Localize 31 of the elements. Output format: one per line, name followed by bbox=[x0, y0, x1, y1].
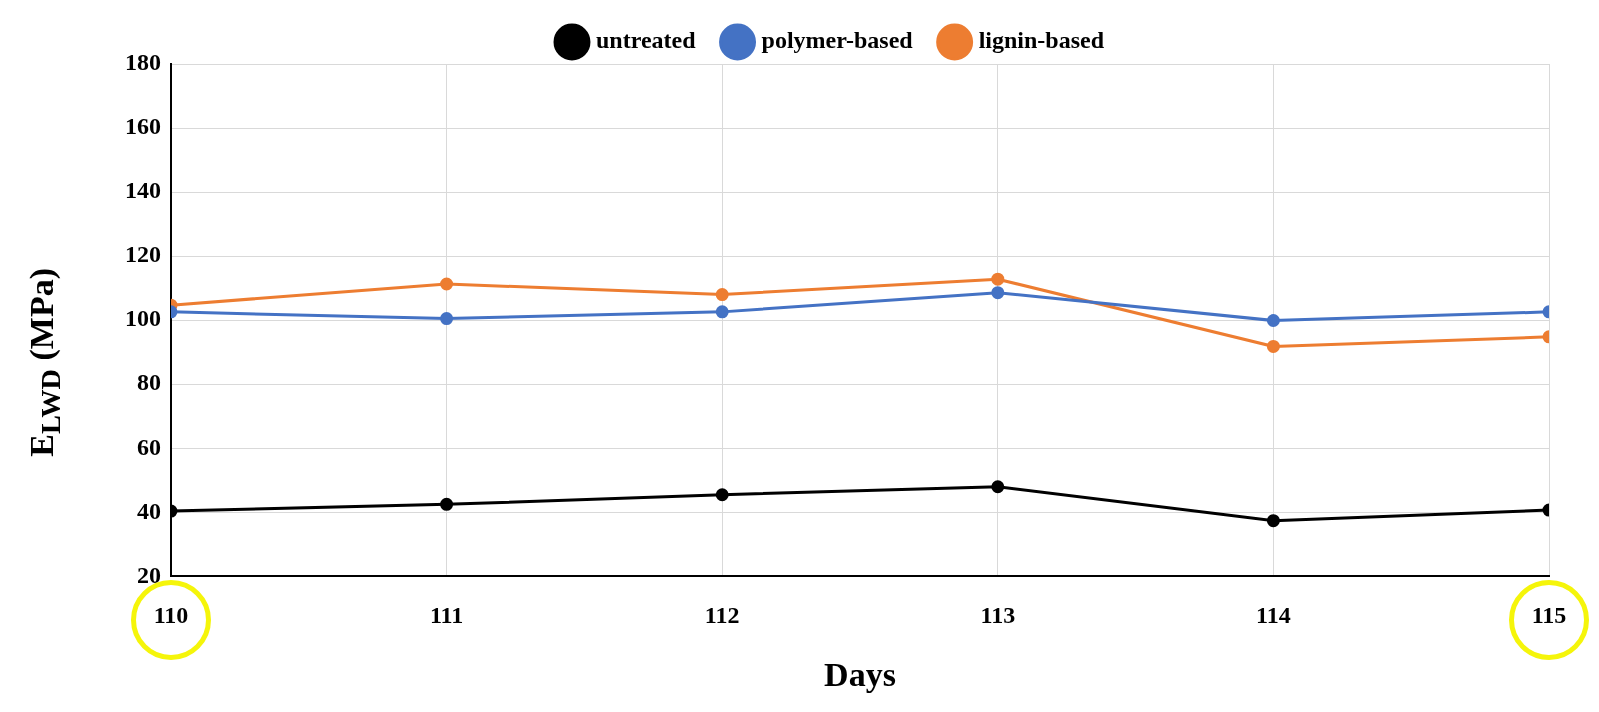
x-tick-label: 114 bbox=[1256, 602, 1291, 628]
point bbox=[991, 480, 1005, 494]
y-tick-label: 20 bbox=[137, 561, 161, 588]
y-tick-label: 100 bbox=[125, 305, 161, 332]
point bbox=[715, 288, 729, 302]
legend-label: lignin-based bbox=[978, 27, 1105, 54]
point bbox=[1266, 514, 1280, 528]
y-tick-label: 40 bbox=[137, 497, 161, 524]
point bbox=[715, 488, 729, 502]
y-tick-label: 140 bbox=[125, 177, 161, 204]
point bbox=[1266, 339, 1280, 353]
point bbox=[440, 497, 454, 511]
point bbox=[440, 277, 454, 291]
point bbox=[715, 305, 729, 319]
x-tick-label: 113 bbox=[980, 602, 1016, 628]
x-tick-label: 112 bbox=[704, 602, 740, 628]
point bbox=[1266, 314, 1280, 328]
y-tick-label: 60 bbox=[137, 433, 161, 460]
y-tick-label: 80 bbox=[137, 369, 161, 396]
y-tick-label: 160 bbox=[125, 113, 161, 140]
legend-label: polymer-based bbox=[761, 27, 914, 54]
point bbox=[440, 312, 454, 326]
point bbox=[991, 286, 1005, 300]
legend-label: untreated bbox=[595, 27, 697, 54]
x-tick-label: 111 bbox=[429, 602, 464, 628]
x-tick-label: 110 bbox=[153, 602, 189, 628]
point bbox=[991, 272, 1005, 286]
y-tick-label: 180 bbox=[125, 49, 161, 76]
x-tick-label: 115 bbox=[1531, 602, 1567, 628]
y-tick-label: 120 bbox=[125, 241, 161, 268]
x-axis-title: Days bbox=[824, 656, 896, 694]
